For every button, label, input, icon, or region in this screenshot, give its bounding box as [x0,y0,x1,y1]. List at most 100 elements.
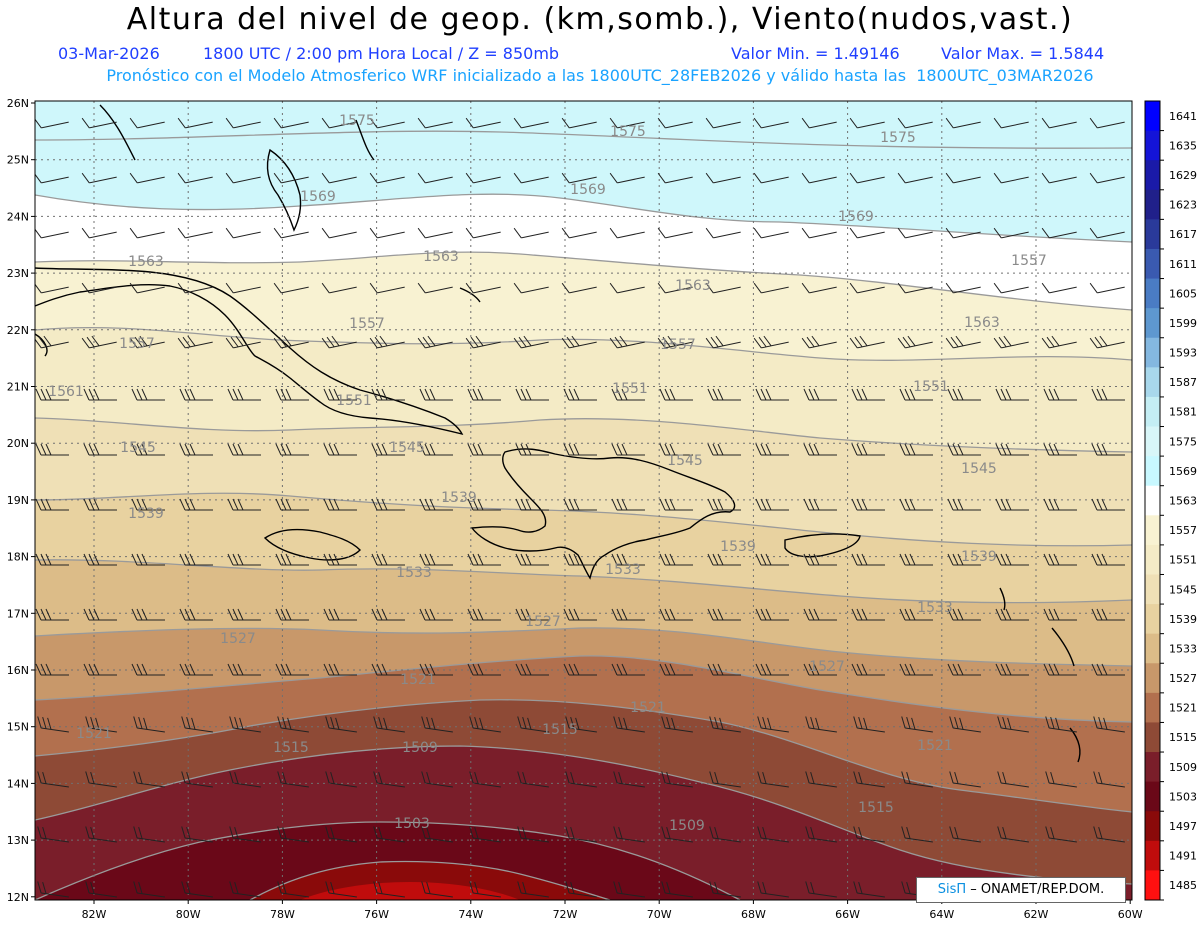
wind-barb [657,117,693,129]
wind-barb [325,716,357,733]
wind-barb [83,498,117,511]
latitude-axis: 26N 25N 24N 23N 22N 21N 20N 19N 18N 17N 16N 15N 14N 1… [7,97,35,904]
wind-barb [851,608,885,621]
contour-label: 1515 [273,740,309,756]
wind-barb [513,335,549,349]
wind-barb [611,388,645,401]
legend-level-label: 1533 [1169,642,1197,655]
wind-barb [419,608,453,621]
wind-barb [515,498,549,511]
wind-barb [181,881,213,898]
wind-barb [129,335,165,349]
legend-level-label: 1545 [1169,583,1197,596]
contour-label: 1557 [349,316,385,332]
wind-barb [225,172,261,184]
legend-level-label: 1515 [1169,731,1197,744]
lat-tick-label: 21N [7,381,29,394]
legend-level-label: 1527 [1169,672,1197,685]
legend-swatch [1145,367,1160,398]
contour-label: 1509 [402,740,438,756]
legend-level-label: 1491 [1169,850,1197,863]
lon-tick-label: 76W [364,908,389,921]
wind-barb [469,881,501,898]
wind-barb [1091,388,1125,401]
wind-barb [1045,716,1077,733]
wind-barb [563,388,597,401]
lon-tick-label: 80W [176,908,201,921]
wind-barb [945,282,981,294]
wind-barb [705,282,741,294]
wind-barb [705,117,741,129]
wind-barb [467,608,501,621]
legend-level-label: 1593 [1169,347,1197,360]
wind-barb [517,826,549,843]
wind-barb [659,388,693,401]
wind-barb [371,443,405,456]
wind-barb [897,282,933,294]
wind-barb [949,826,981,843]
wind-barb [805,771,837,788]
wind-barb [949,771,981,788]
wind-barb [35,443,69,456]
contour-label: 1515 [542,722,578,738]
wind-barb [469,771,501,788]
wind-barb [321,282,357,294]
wind-barb [321,227,357,239]
wind-barb [275,498,309,511]
wind-barb [467,498,501,511]
wind-barb [369,117,405,129]
wind-barb [945,227,981,239]
legend-level-label: 1611 [1169,258,1197,271]
wind-barb [993,227,1029,239]
wind-barb [851,498,885,511]
wind-barb [1089,227,1125,239]
wind-barb [993,172,1029,184]
wind-barb [179,388,213,401]
wind-barb [321,117,357,129]
wind-barb [661,826,693,843]
legend-swatch [1145,219,1160,250]
legend-swatch [1145,811,1160,842]
lat-tick-label: 19N [7,494,29,507]
wind-barb [419,553,453,566]
wind-barb [661,716,693,733]
wind-barb [853,826,885,843]
wind-barb [467,663,501,676]
wind-barb [947,388,981,401]
wind-barb [37,881,69,898]
wind-barb [35,388,69,401]
wind-barb [899,553,933,566]
lat-tick-label: 25N [7,154,29,167]
contour-label: 1521 [400,672,436,688]
wind-barb [1091,663,1125,676]
wind-barb [513,172,549,184]
wind-barb [659,498,693,511]
wind-barb [897,335,933,349]
wind-barb [129,282,165,294]
wind-barb [611,443,645,456]
wind-barb [179,608,213,621]
wind-barb [515,608,549,621]
wind-barb [561,335,597,349]
wind-barb [373,716,405,733]
wind-barb [899,663,933,676]
wind-barb [1093,771,1125,788]
wind-barb [613,826,645,843]
wind-barb [995,498,1029,511]
lon-tick-label: 66W [835,908,860,921]
wind-barb [849,172,885,184]
wind-barb [563,553,597,566]
wind-barb [563,608,597,621]
wind-barb [225,227,261,239]
wind-barb [707,498,741,511]
wind-barb [561,172,597,184]
wind-barb [755,498,789,511]
wind-barb [949,716,981,733]
wind-barb [657,172,693,184]
contour-label: 1545 [389,440,425,456]
wind-barb [275,663,309,676]
wind-barb [707,663,741,676]
wind-barb [227,388,261,401]
wind-barb [757,826,789,843]
